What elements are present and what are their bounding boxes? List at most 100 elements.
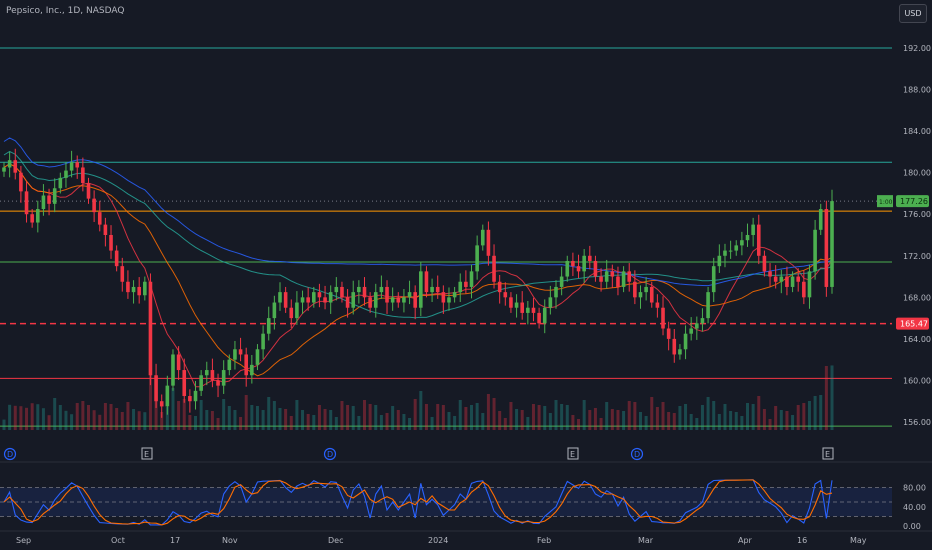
candle [559,266,564,296]
volume-bar [402,414,406,430]
candle [554,280,558,309]
candle-body [604,271,609,282]
volume-bar [464,407,468,430]
volume-bar [830,365,834,430]
volume-bar [470,405,474,430]
volume-bar [357,416,361,430]
candle-body [351,292,356,308]
candle [785,266,789,296]
volume-bar [132,409,136,430]
currency-button[interactable]: USD [899,4,927,23]
candle [86,177,91,204]
candle [740,231,744,256]
candle-body [469,271,474,287]
candle [802,270,806,305]
candle [593,255,598,282]
candle-body [221,370,226,386]
volume-bar [503,418,507,430]
earnings-marker[interactable]: E [141,447,153,460]
volume-bar [599,418,603,430]
candle-body [328,292,333,303]
candle-body [666,328,671,339]
volume-bar [627,401,631,430]
volume-bar [695,418,699,430]
earnings-marker[interactable]: E [822,447,834,460]
volume-bar [610,409,614,430]
candle [649,281,654,308]
candle-body [413,292,417,308]
candle-body [385,286,389,303]
candle-body [526,307,530,313]
volume-bar [734,412,738,430]
candle-body [480,229,485,246]
volume-bar [526,417,530,430]
candle-body [216,380,220,386]
volume-bar [661,402,665,430]
candle [137,277,141,304]
dividend-marker[interactable]: D [323,447,337,461]
candle [176,346,181,380]
current-price-text: 177.26 [900,197,928,206]
candle [503,282,508,306]
dividend-marker[interactable]: D [630,447,644,461]
candle-body [120,266,125,282]
volume-bar [239,417,243,430]
candle [587,245,592,270]
volume-bar [126,402,130,430]
candle-body [644,286,648,293]
candle-body [30,214,34,223]
candle-body [188,396,192,402]
candle [368,292,372,313]
candle-body [441,292,446,303]
candle [604,259,609,289]
candle [756,214,761,265]
candle [193,380,198,410]
candle [486,221,491,266]
candle-body [824,209,829,287]
oscillator-axis-label: 0.00 [903,522,921,531]
volume-bar [368,404,372,430]
volume-bar [813,396,817,430]
volume-bar [250,405,254,430]
volume-bar [678,406,682,430]
candle [340,281,344,303]
candle-body [126,281,130,293]
candle [120,257,125,292]
candle-body [148,281,153,376]
candle-body [633,281,637,298]
volume-bar [81,401,85,430]
candle-body [97,212,102,225]
candle-body [740,240,744,246]
candle-body [64,170,68,178]
candle [672,329,677,363]
candle [728,240,733,259]
candle-body [233,349,237,360]
volume-bar [548,413,552,430]
candle-body [599,276,603,282]
candle [154,363,158,408]
candle-body [548,297,553,308]
candle-body [554,286,558,298]
candle [379,275,384,299]
volume-bar [171,388,175,430]
candle [475,235,479,280]
candle-body [723,250,727,256]
volume-bar [588,410,592,430]
candle [655,294,660,318]
volume-bar [436,404,440,430]
volume-bar [498,411,502,430]
volume-bar [633,402,637,430]
dividend-marker[interactable]: D [3,447,17,461]
candle-body [396,297,401,303]
earnings-marker[interactable]: E [567,447,579,460]
volume-bar [160,412,164,430]
candle [745,223,750,247]
candle-body [52,188,57,204]
volume-bar [329,410,333,430]
volume-bar [182,399,186,430]
candle [678,344,682,360]
candle-body [24,191,29,215]
candle-body [182,370,187,397]
candle-body [137,286,141,296]
